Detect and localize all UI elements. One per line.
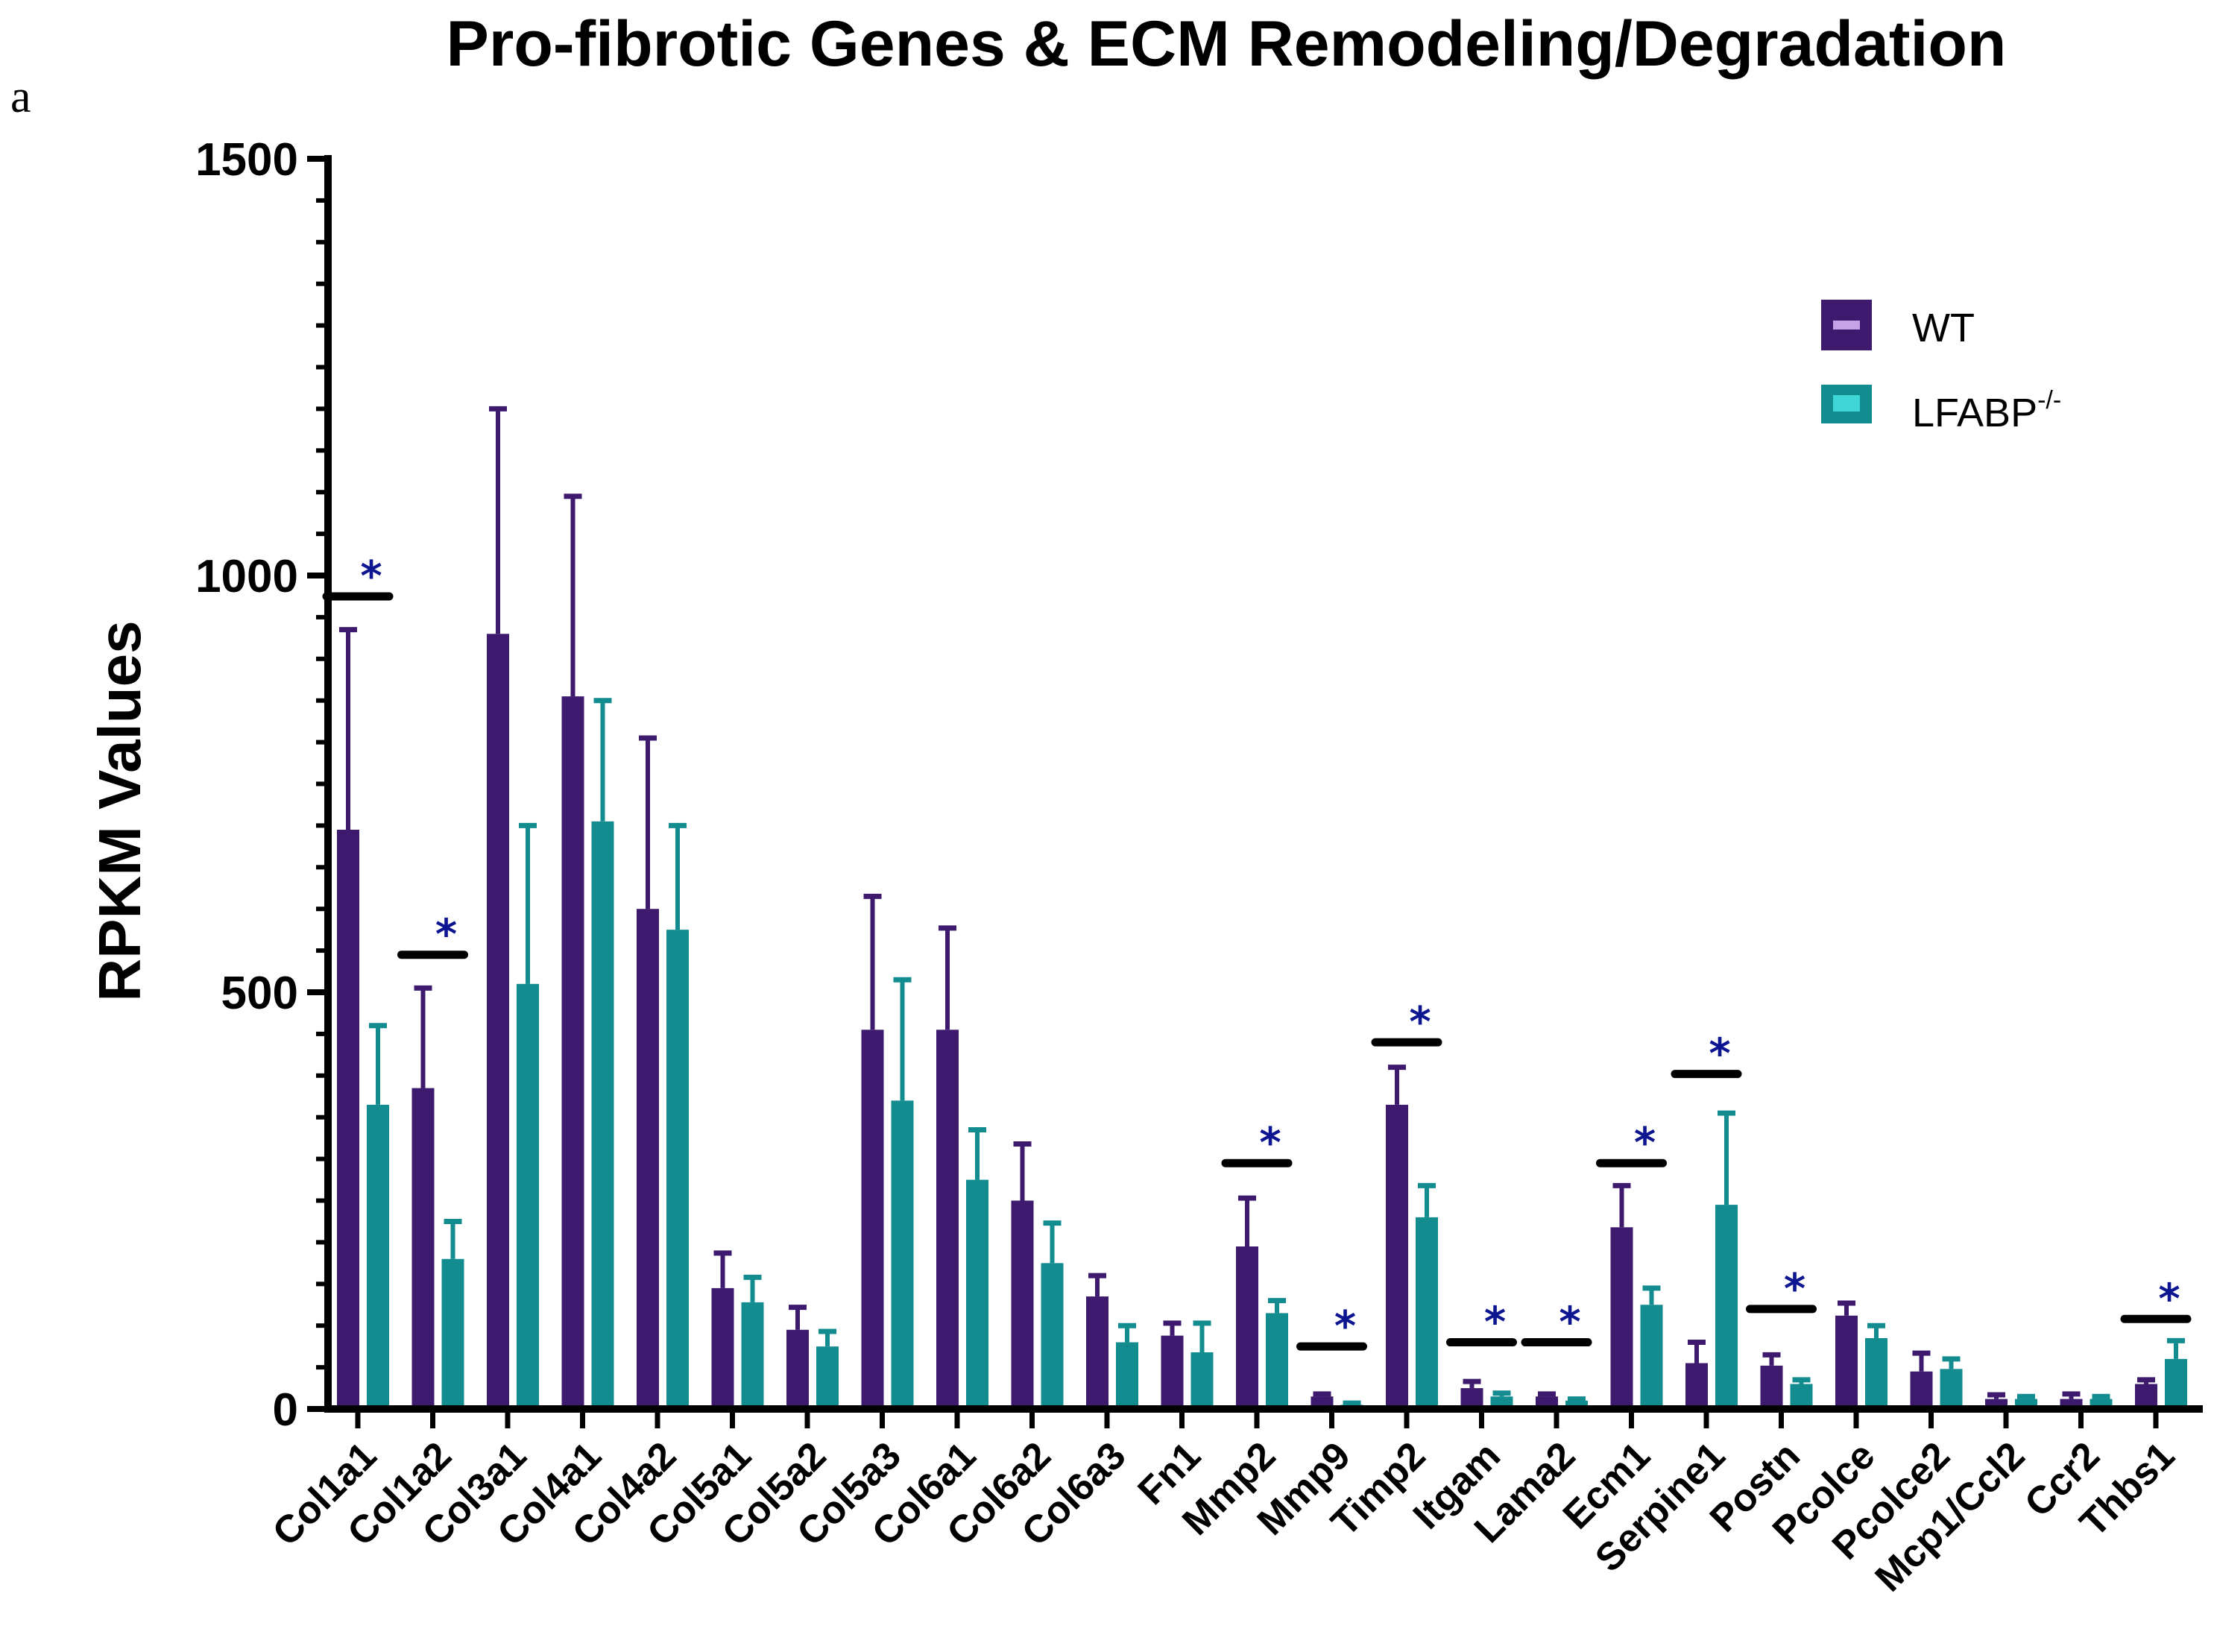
significance-star: * (1709, 1030, 1730, 1079)
significance-star: * (2158, 1275, 2180, 1323)
bar-lfabp-timp2 (1416, 1217, 1438, 1409)
significance-star: * (1409, 998, 1431, 1047)
bar-wt-ecm1 (1610, 1227, 1633, 1409)
significance-group: * * * * * * * * * * * (322, 552, 2192, 1351)
panel-label: a (10, 72, 31, 122)
significance-star: * (1334, 1302, 1356, 1351)
legend-label-lfabp: LFABP-/- (1912, 386, 2061, 435)
bar-lfabp-mmp2 (1266, 1313, 1288, 1409)
bar-wt-col6a2 (1011, 1200, 1034, 1409)
bar-wt-col5a2 (786, 1329, 809, 1409)
bar-lfabp-ecm1 (1640, 1305, 1663, 1409)
bar-wt-col5a3 (861, 1030, 884, 1409)
significance-star: * (360, 552, 382, 601)
y-axis-label: RPKM Values (86, 620, 153, 1001)
bar-wt-thbs1 (2135, 1384, 2157, 1409)
bar-lfabp-serpine1 (1715, 1205, 1738, 1409)
y-tick-label: 0 (273, 1384, 298, 1436)
bar-wt-pcolce (1835, 1315, 1858, 1409)
bar-lfabp-col4a2 (666, 930, 689, 1409)
x-axis: Col1a1Col1a2Col3a1Col4a1Col4a2Col5a1Col5… (265, 1405, 2203, 1600)
bar-wt-postn (1760, 1365, 1783, 1409)
bar-lfabp-col4a1 (591, 821, 614, 1409)
bar-lfabp-col5a2 (816, 1346, 839, 1409)
bar-lfabp-col6a1 (966, 1179, 988, 1409)
legend-swatch-wt-inner (1833, 321, 1860, 330)
significance-star: * (1484, 1299, 1506, 1347)
legend-label-lfabp-name: LFABP (1912, 391, 2037, 435)
bar-wt-col1a2 (411, 1088, 435, 1409)
bar-lfabp-col5a1 (741, 1302, 764, 1409)
bar-wt-col1a1 (337, 829, 359, 1409)
bar-wt-col4a1 (561, 696, 584, 1409)
bar-wt-serpine1 (1685, 1363, 1708, 1409)
significance-star: * (435, 911, 457, 959)
bar-lfabp-col6a3 (1116, 1342, 1138, 1409)
bar-lfabp-postn (1790, 1384, 1813, 1409)
bar-wt-col6a1 (936, 1030, 959, 1409)
bar-wt-col3a1 (487, 634, 509, 1409)
legend-swatch-lfabp-inner (1833, 395, 1860, 412)
bar-lfabp-pcolce2 (1940, 1369, 1963, 1409)
bar-wt-timp2 (1386, 1104, 1408, 1409)
significance-star: * (1784, 1265, 1805, 1314)
y-axis: 0 500 1000 1500 (195, 134, 332, 1436)
legend-label-wt: WT (1912, 306, 1975, 350)
bar-wt-col4a2 (637, 909, 659, 1409)
bar-lfabp-col6a2 (1041, 1263, 1064, 1409)
y-tick-label: 1000 (195, 551, 298, 602)
bar-wt-mmp2 (1236, 1246, 1258, 1409)
bar-wt-pcolce2 (1910, 1371, 1933, 1409)
bar-wt-col5a1 (711, 1287, 734, 1409)
significance-star: * (1559, 1299, 1580, 1347)
y-tick-label: 1500 (195, 134, 298, 186)
bar-wt-col6a3 (1086, 1296, 1108, 1409)
legend-label-lfabp-superscript: -/- (2037, 386, 2061, 414)
legend: WT LFABP-/- (1821, 300, 2061, 435)
bar-lfabp-col5a3 (891, 1100, 914, 1409)
bar-lfabp-col1a1 (367, 1104, 389, 1409)
y-tick-label: 500 (221, 968, 298, 1019)
bar-lfabp-col3a1 (517, 983, 539, 1409)
bar-wt-fn1 (1161, 1335, 1184, 1409)
chart-title: Pro-fibrotic Genes & ECM Remodeling/Degr… (447, 8, 2007, 80)
bar-lfabp-lama2 (1565, 1400, 1588, 1409)
bar-lfabp-col1a2 (441, 1258, 464, 1409)
significance-star: * (1259, 1119, 1281, 1167)
significance-star: * (1634, 1119, 1656, 1167)
bar-lfabp-fn1 (1190, 1352, 1214, 1409)
bar-lfabp-thbs1 (2165, 1358, 2187, 1409)
bar-lfabp-pcolce (1865, 1337, 1887, 1409)
bars-group (337, 406, 2187, 1409)
